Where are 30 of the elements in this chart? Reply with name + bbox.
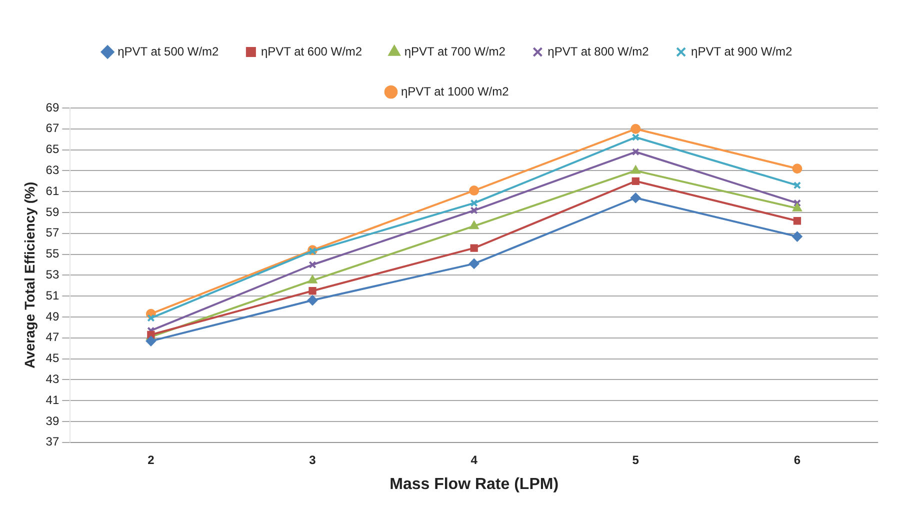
y-tick-label: 57 (46, 226, 60, 240)
y-tick-label: 59 (46, 204, 60, 219)
x-tick-label: 5 (632, 452, 640, 467)
legend-label: ηPVT at 700 W/m2 (404, 44, 506, 58)
y-tick-label: 43 (46, 372, 60, 386)
y-tick-label: 37 (46, 434, 60, 449)
x-axis-title: Mass Flow Rate (LPM) (390, 476, 559, 493)
y-tick-label: 53 (46, 268, 60, 282)
y-tick-label: 65 (46, 142, 60, 156)
x-tick-label: 6 (794, 452, 801, 467)
legend-label: ηPVT at 600 W/m2 (260, 44, 362, 58)
legend-label: ηPVT at 900 W/m2 (691, 44, 793, 58)
y-tick-label: 49 (46, 309, 60, 324)
y-tick-label: 67 (46, 121, 60, 136)
legend-label: ηPVT at 500 W/m2 (118, 44, 220, 58)
x-tick-label: 4 (470, 452, 478, 467)
y-tick-label: 41 (46, 392, 60, 407)
y-tick-label: 61 (46, 184, 60, 198)
x-tick-label: 2 (148, 452, 155, 467)
legend-label: ηPVT at 1000 W/m2 (400, 84, 510, 98)
x-tick-label: 3 (309, 452, 316, 467)
y-tick-label: 51 (46, 288, 60, 302)
y-tick-label: 69 (46, 100, 60, 114)
y-axis-title: Average Total Efficiency (%) (21, 182, 38, 369)
y-tick-label: 55 (46, 246, 60, 261)
y-tick-label: 47 (46, 330, 60, 344)
y-tick-label: 63 (46, 163, 60, 178)
legend-label: ηPVT at 800 W/m2 (548, 44, 650, 58)
y-tick-label: 39 (46, 414, 60, 428)
y-tick-label: 45 (46, 351, 60, 366)
